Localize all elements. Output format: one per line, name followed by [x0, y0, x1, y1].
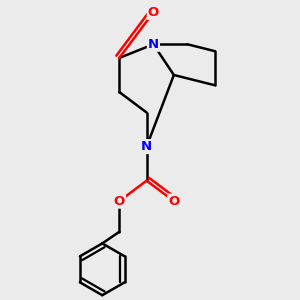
- Text: O: O: [114, 195, 125, 208]
- Text: O: O: [168, 195, 179, 208]
- Text: N: N: [148, 38, 159, 51]
- Text: N: N: [141, 140, 152, 153]
- Text: O: O: [148, 6, 159, 19]
